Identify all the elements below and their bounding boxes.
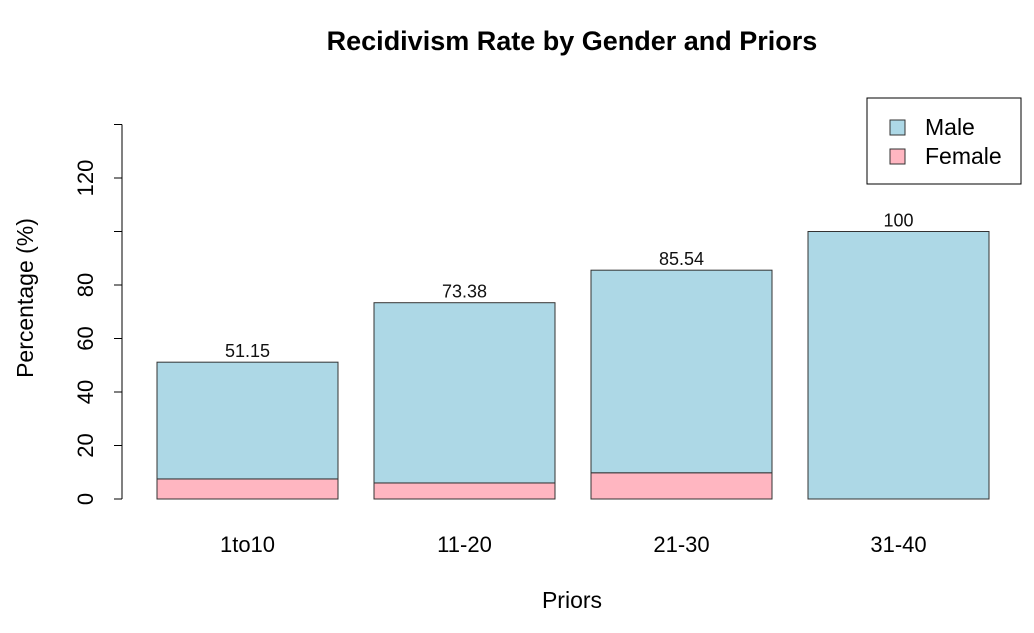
legend: Male Female bbox=[866, 97, 1022, 185]
bar-male-3 bbox=[590, 269, 773, 474]
bar-total-label: 100 bbox=[883, 211, 913, 231]
x-tick-label: 1to10 bbox=[220, 532, 275, 557]
y-tick-label: 0 bbox=[73, 493, 98, 505]
bar-female-2 bbox=[373, 482, 556, 500]
bar-total-label: 73.38 bbox=[442, 282, 487, 302]
legend-box bbox=[866, 97, 1022, 185]
y-tick-label: 40 bbox=[73, 380, 98, 404]
y-tick-label: 120 bbox=[73, 160, 98, 197]
legend-label-female: Female bbox=[925, 143, 1002, 169]
bar-female-3 bbox=[590, 472, 773, 500]
chart-title: Recidivism Rate by Gender and Priors bbox=[327, 26, 818, 56]
bar-total-label: 51.15 bbox=[225, 341, 270, 361]
bar-male-4 bbox=[807, 231, 990, 500]
legend-swatch-male bbox=[889, 119, 906, 136]
x-tick-label: 21-30 bbox=[653, 532, 709, 557]
y-axis-label: Percentage (%) bbox=[12, 218, 38, 378]
x-tick-label: 11-20 bbox=[437, 532, 492, 557]
bar-value-labels: 51.15 73.38 85.54 100 bbox=[225, 211, 914, 362]
bar-male-1 bbox=[156, 361, 339, 480]
bar-female-1 bbox=[156, 478, 339, 500]
y-axis: 0 20 40 60 80 120 bbox=[73, 124, 123, 505]
bar-male-2 bbox=[373, 302, 556, 484]
legend-swatch-female bbox=[889, 148, 906, 165]
x-tick-labels: 1to10 11-20 21-30 31-40 bbox=[220, 532, 927, 557]
y-tick-label: 60 bbox=[73, 326, 98, 350]
legend-label-male: Male bbox=[925, 114, 975, 140]
x-tick-label: 31-40 bbox=[870, 532, 926, 557]
bar-total-label: 85.54 bbox=[659, 249, 704, 269]
x-axis-label: Priors bbox=[542, 587, 602, 613]
bars-group bbox=[156, 231, 990, 500]
y-tick-label: 80 bbox=[73, 273, 98, 297]
y-tick-label: 20 bbox=[73, 433, 98, 457]
